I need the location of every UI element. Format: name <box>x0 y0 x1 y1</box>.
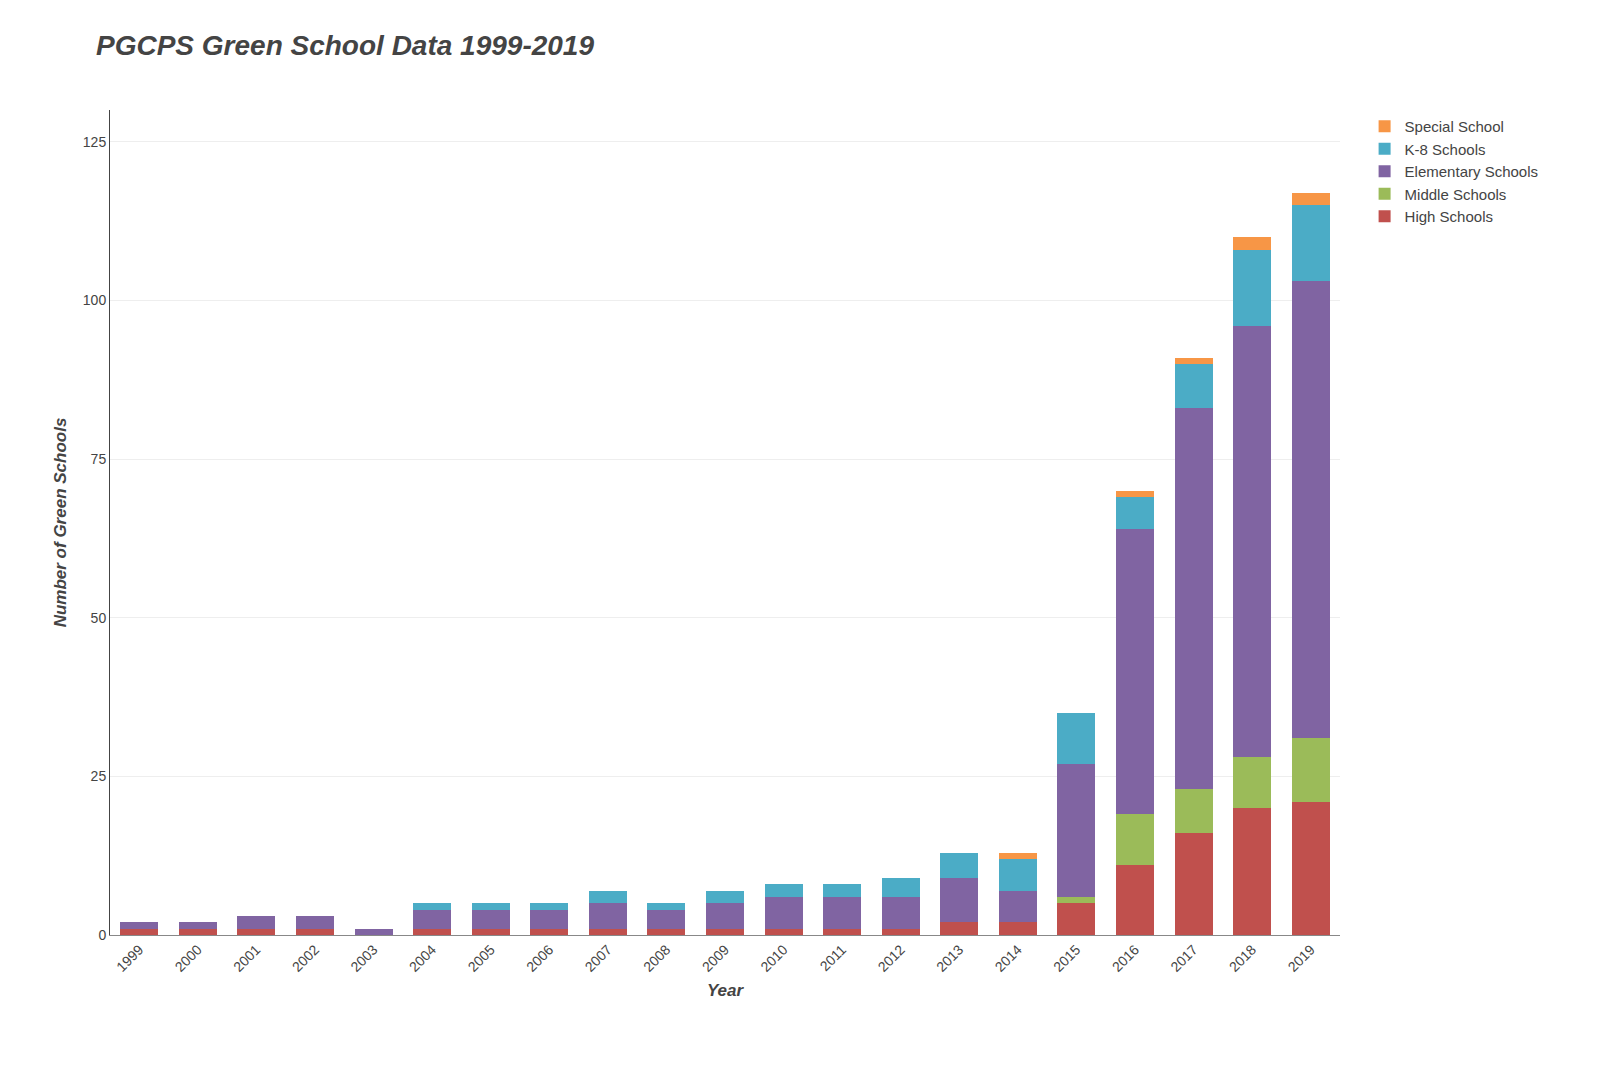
svg-text:2000: 2000 <box>172 941 205 974</box>
svg-text:2010: 2010 <box>757 941 790 974</box>
svg-text:75: 75 <box>91 451 107 467</box>
svg-text:1999: 1999 <box>113 941 146 974</box>
svg-text:PGCPS Green School Data 1999-2: PGCPS Green School Data 1999-2019 <box>96 30 594 61</box>
svg-text:Elementary Schools: Elementary Schools <box>1405 163 1538 180</box>
svg-text:2018: 2018 <box>1226 941 1259 974</box>
svg-text:125: 125 <box>83 134 107 150</box>
svg-text:Middle Schools: Middle Schools <box>1405 186 1507 203</box>
svg-text:K-8 Schools: K-8 Schools <box>1405 141 1486 158</box>
svg-text:Number of Green Schools: Number of Green Schools <box>51 418 70 628</box>
svg-text:0: 0 <box>98 927 106 943</box>
svg-text:Year: Year <box>707 981 745 1000</box>
svg-text:50: 50 <box>91 610 107 626</box>
svg-text:2002: 2002 <box>289 941 322 974</box>
svg-text:2006: 2006 <box>523 941 556 974</box>
svg-text:2015: 2015 <box>1050 941 1083 974</box>
svg-text:2001: 2001 <box>230 941 263 974</box>
svg-text:2009: 2009 <box>699 941 732 974</box>
svg-text:2019: 2019 <box>1284 941 1317 974</box>
svg-text:2004: 2004 <box>406 941 439 974</box>
svg-text:2013: 2013 <box>933 941 966 974</box>
svg-text:2007: 2007 <box>582 941 615 974</box>
svg-text:2011: 2011 <box>817 941 850 974</box>
svg-text:2014: 2014 <box>992 941 1025 974</box>
svg-text:25: 25 <box>91 768 107 784</box>
svg-text:2003: 2003 <box>347 941 380 974</box>
svg-text:2016: 2016 <box>1109 941 1142 974</box>
svg-text:2012: 2012 <box>874 941 907 974</box>
svg-text:2005: 2005 <box>464 941 497 974</box>
svg-text:2008: 2008 <box>640 941 673 974</box>
svg-text:100: 100 <box>83 292 107 308</box>
svg-text:High Schools: High Schools <box>1405 208 1493 225</box>
svg-text:2017: 2017 <box>1167 941 1200 974</box>
svg-text:Special School: Special School <box>1405 118 1504 135</box>
